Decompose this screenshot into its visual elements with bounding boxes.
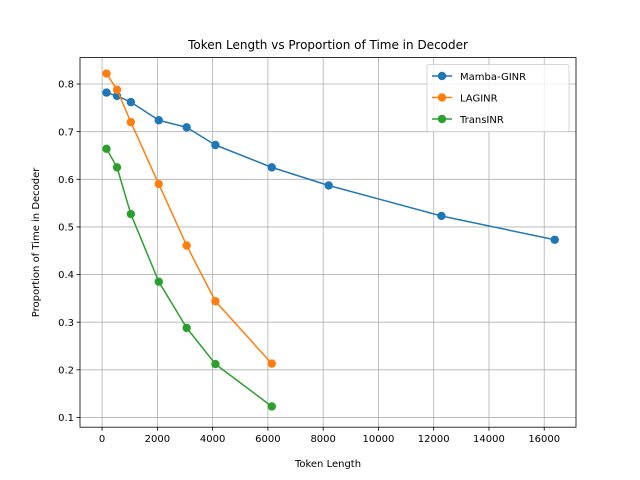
legend-box	[426, 64, 570, 132]
legend-marker-laginr	[437, 93, 447, 102]
plot-frame	[79, 57, 577, 428]
data-point-laginr	[112, 85, 122, 94]
data-point-mamba-ginr	[154, 116, 163, 125]
x-tick-label: 6000	[255, 434, 280, 445]
data-point-transinr	[154, 277, 163, 286]
series-laginr	[102, 69, 276, 368]
legend-marker-mamba-ginr	[437, 71, 447, 81]
y-tick-label: 0.1	[58, 413, 74, 424]
y-tick-label: 0.4	[58, 270, 74, 281]
x-axis-label: Token Length	[294, 459, 361, 470]
data-point-transinr	[182, 323, 191, 333]
x-tick-label: 4000	[200, 434, 225, 445]
x-tick-label: 12000	[418, 434, 450, 445]
data-point-laginr	[211, 297, 220, 306]
series-mamba-ginr	[102, 88, 559, 244]
x-axis-ticks: 0 2000 4000 6000 8000 10000 12000 14000 16000	[99, 427, 560, 445]
data-point-transinr	[126, 209, 136, 219]
x-tick-label: 10000	[363, 434, 395, 445]
data-point-laginr	[154, 179, 163, 189]
x-tick-label: 2000	[145, 434, 170, 445]
data-point-laginr	[267, 359, 276, 368]
y-tick-label: 0.2	[58, 365, 74, 376]
data-point-mamba-ginr	[182, 123, 191, 132]
series-layer	[102, 69, 559, 411]
data-point-mamba-ginr	[324, 181, 333, 190]
y-tick-label: 0.6	[58, 175, 74, 186]
y-tick-label: 0.3	[58, 318, 74, 329]
y-axis-ticks: 0.1 0.2 0.3 0.4 0.5 0.6 0.7 0.8	[58, 80, 80, 424]
x-tick-label: 8000	[310, 434, 335, 445]
data-point-mamba-ginr	[126, 97, 136, 107]
y-tick-label: 0.7	[58, 127, 74, 138]
series-transinr	[102, 144, 276, 411]
data-point-laginr	[102, 69, 111, 78]
data-point-mamba-ginr	[437, 211, 446, 221]
y-tick-label: 0.5	[58, 223, 74, 234]
legend-label-mamba-ginr: Mamba-GINR	[460, 72, 526, 83]
series-line-mamba-ginr	[106, 91, 555, 241]
chart-title: Token Length vs Proportion of Time in De…	[187, 38, 468, 52]
x-tick-label: 16000	[528, 434, 560, 445]
data-point-mamba-ginr	[211, 140, 220, 150]
data-point-transinr	[267, 402, 276, 411]
legend-label-laginr: LAGINR	[460, 94, 498, 105]
y-tick-label: 0.8	[58, 80, 74, 91]
data-point-laginr	[182, 241, 191, 250]
data-point-mamba-ginr	[267, 163, 276, 172]
legend-label-transinr: TransINR	[459, 115, 504, 126]
data-point-mamba-ginr	[102, 88, 111, 97]
data-point-transinr	[102, 144, 111, 154]
data-point-transinr	[112, 163, 122, 172]
x-tick-label: 0	[99, 434, 105, 445]
data-point-mamba-ginr	[550, 235, 559, 244]
legend: Mamba-GINR LAGINR TransINR	[426, 64, 570, 132]
data-point-transinr	[211, 359, 220, 369]
legend-marker-transinr	[437, 114, 447, 124]
data-point-laginr	[126, 117, 136, 127]
y-axis-label: Proportion of Time in Decoder	[31, 167, 42, 318]
x-tick-label: 14000	[473, 434, 505, 445]
